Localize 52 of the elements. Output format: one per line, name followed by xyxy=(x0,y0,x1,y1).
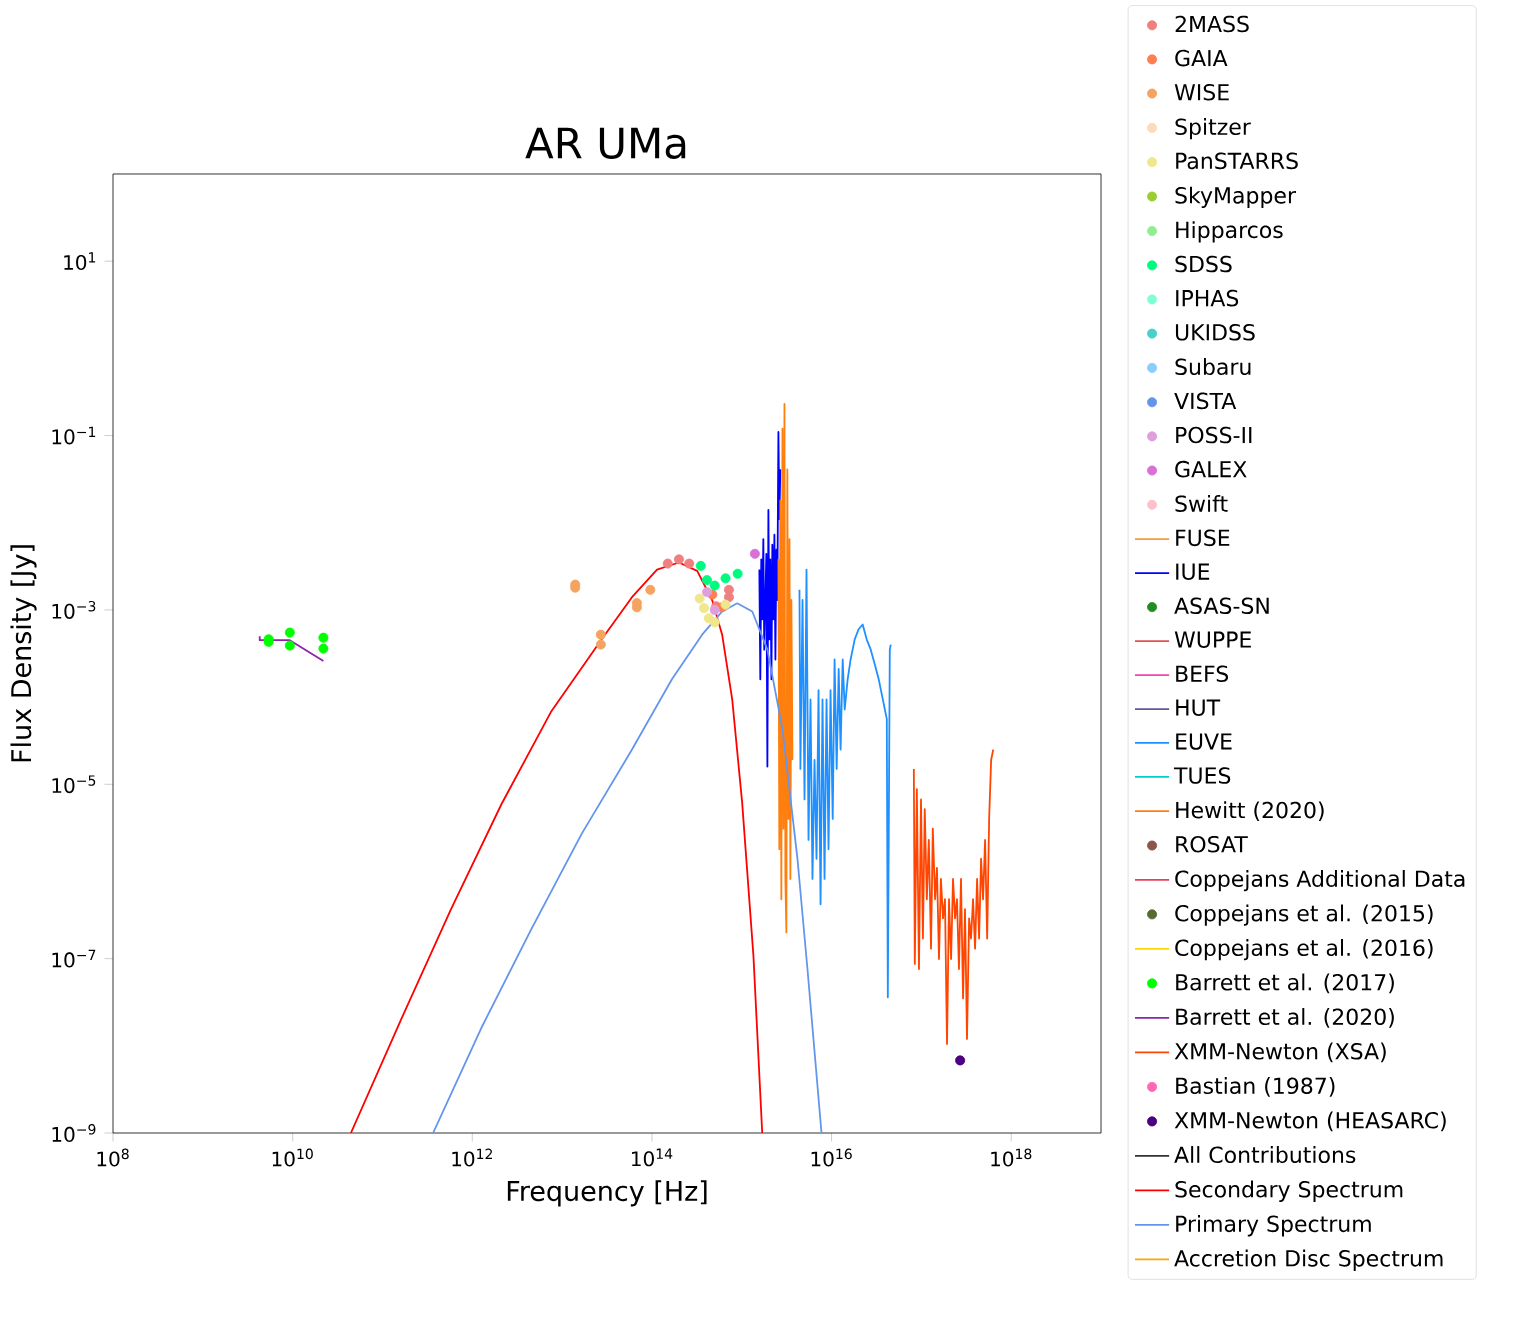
legend-label: XMM-Newton (XSA) xyxy=(1174,1042,1386,1063)
legend-label: HUT xyxy=(1176,699,1221,716)
legend-label: Primary Spectrum xyxy=(1176,1215,1371,1237)
legend-label: WISE xyxy=(1174,83,1229,101)
x-axis-title: Frequency [Hz] xyxy=(507,1180,707,1207)
legend-label: Coppejans Additional Data xyxy=(1175,869,1465,892)
legend-label: Barrett et al. (2020) xyxy=(1176,1008,1394,1028)
legend-label: Bastian (1987) xyxy=(1176,1077,1335,1097)
x-tick-label: 10$^{14}$ xyxy=(631,1148,673,1167)
legend-label: XMM-Newton (HEASARC) xyxy=(1174,1111,1446,1132)
legend-label: UKIDSS xyxy=(1175,323,1255,341)
legend-label: All Contributions xyxy=(1174,1146,1356,1164)
legend-label: Hewitt (2020) xyxy=(1176,801,1324,821)
legend-label: PanSTARRS xyxy=(1176,152,1298,170)
legend-label: Coppejans et al. (2016) xyxy=(1175,939,1433,961)
legend-label: EUVE xyxy=(1176,733,1232,750)
x-tick-label: 10$^{16}$ xyxy=(811,1148,852,1167)
legend-label: ASAS-SN xyxy=(1174,597,1269,615)
legend-label: ROSAT xyxy=(1176,835,1248,853)
legend-label: BEFS xyxy=(1176,665,1229,683)
legend-label: WUPPE xyxy=(1174,631,1251,648)
y-tick-label: 10$^{−9}$ xyxy=(52,1124,96,1142)
legend-label: GAIA xyxy=(1175,49,1228,67)
legend-label: VISTA xyxy=(1174,392,1237,410)
legend-label: FUSE xyxy=(1176,529,1230,547)
legend-label: Barrett et al. (2017) xyxy=(1176,973,1394,994)
legend-label: IPHAS xyxy=(1176,289,1239,307)
y-tick-label: 10$^{−5}$ xyxy=(52,775,96,794)
legend-label: Spitzer xyxy=(1175,118,1251,140)
legend-label: GALEX xyxy=(1175,460,1247,478)
x-tick-label: 10$^{10}$ xyxy=(272,1148,313,1167)
x-tick-label: 10$^{8}$ xyxy=(97,1148,129,1167)
chart-title: AR UMa xyxy=(525,127,686,159)
x-tick-label: 10$^{12}$ xyxy=(452,1148,493,1167)
y-tick-label: 10$^{1}$ xyxy=(64,252,96,271)
legend-label: TUES xyxy=(1173,767,1231,784)
legend-label: Coppejans et al. (2015) xyxy=(1175,904,1433,926)
x-tick-label: 10$^{18}$ xyxy=(991,1148,1032,1167)
legend-label: SDSS xyxy=(1175,255,1232,273)
legend-label: Swift xyxy=(1175,494,1228,512)
y-axis-title: Flux Density [Jy] xyxy=(10,545,37,762)
legend-label: Secondary Spectrum xyxy=(1175,1180,1403,1202)
legend-label: IUE xyxy=(1176,563,1210,580)
legend-label: Hipparcos xyxy=(1176,221,1283,243)
legend-label: 2MASS xyxy=(1175,15,1249,33)
y-tick-label: 10$^{−3}$ xyxy=(52,600,96,619)
legend-label: SkyMapper xyxy=(1175,186,1296,208)
legend-label: POSS-II xyxy=(1176,426,1252,444)
legend-label: Subaru xyxy=(1175,358,1251,376)
y-tick-label: 10$^{−7}$ xyxy=(52,949,96,968)
y-tick-label: 10$^{−1}$ xyxy=(52,426,96,445)
legend-label: Accretion Disc Spectrum xyxy=(1174,1249,1443,1271)
